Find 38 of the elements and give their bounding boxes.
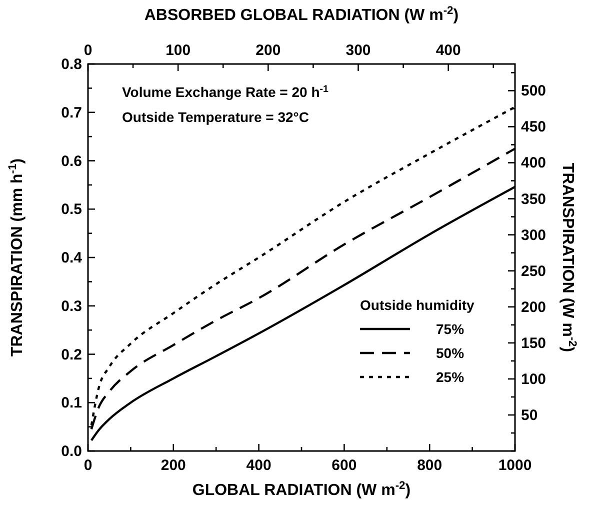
y-tick-label: 0.3 [61,298,82,315]
annotation: Volume Exchange Rate = 20 h$^{-1}$ [122,84,330,100]
y2-tick-label: 250 [521,262,546,280]
y2-tick-label: 50 [521,406,538,424]
x2-tick-label: 300 [346,42,371,59]
y2-tick-label: 300 [521,226,546,244]
x-tick-label: 600 [332,457,357,474]
y-tick-label: 0.4 [61,250,83,266]
x-tick-label: 400 [246,457,272,474]
x2-tick-label: 100 [166,42,191,59]
x2-tick-label: 400 [436,42,461,59]
x-tick-label: 800 [417,457,442,474]
y-tick-label: 0.8 [61,56,82,73]
y2-tick-label: 100 [521,370,546,388]
y-tick-label: 0.6 [61,152,82,170]
x2-tick-label: 200 [256,42,281,59]
text: 0.0 [61,443,82,460]
legend-label: 75% [436,321,465,337]
y-tick-label: 0.5 [61,201,82,218]
x2-axis-title: ABSORBED GLOBAL RADIATION (W m$^{-2}$) [144,5,459,24]
y2-tick-label: 450 [521,118,546,136]
y2-tick-label: 400 [521,154,546,172]
y2-tick-label: 350 [521,190,546,208]
x2-tick-label: 0 [84,42,92,59]
x-tick-label: 200 [160,457,186,474]
legend-label: 25% [436,369,465,385]
y-tick-label: 0.1 [61,394,82,412]
y2-tick-label: 150 [521,334,546,352]
x-tick-label: 1000 [498,457,532,474]
y-tick-label: 0.7 [61,104,82,122]
y-tick-label: 0.2 [61,346,82,364]
y2-tick-label: 200 [521,298,546,316]
y2-tick-label: 500 [521,82,546,100]
x-tick-label: 0 [84,457,92,474]
x-axis-title: GLOBAL RADIATION (W m$^{-2}$) [192,480,411,499]
annotation: Outside Temperature = 32°C [122,109,310,125]
legend-label: 50% [436,345,465,361]
legend-title: Outside humidity [360,297,475,313]
